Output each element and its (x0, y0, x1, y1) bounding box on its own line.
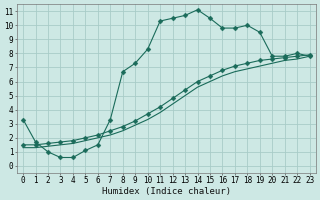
X-axis label: Humidex (Indice chaleur): Humidex (Indice chaleur) (102, 187, 231, 196)
